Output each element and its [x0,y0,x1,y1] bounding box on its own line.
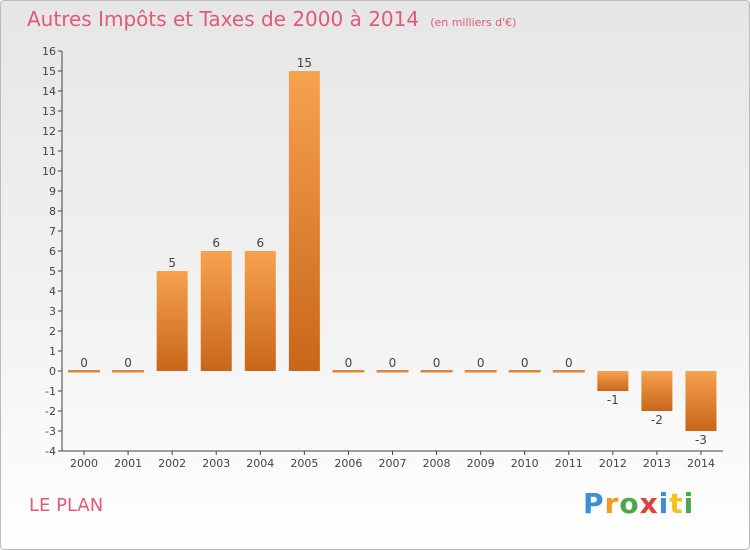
data-label-2002: 5 [168,256,176,270]
x-tick-label: 2012 [599,457,627,470]
y-tick-label: 10 [42,165,56,178]
data-label-2009: 0 [477,356,485,370]
bar-2008 [420,370,453,373]
x-tick-label: 2005 [290,457,318,470]
logo-letter: i [683,487,695,520]
bar-2005 [288,71,320,371]
bar-2013 [641,371,673,411]
logo-letter: P [583,487,605,520]
bar-2000 [68,370,101,373]
bar-2006 [332,370,365,373]
bar-2004 [244,251,276,371]
y-tick-label: 12 [42,125,56,138]
y-tick-label: 13 [42,105,56,118]
chart-title-block: Autres Impôts et Taxes de 2000 à 2014 (e… [27,7,516,31]
x-tick-label: 2002 [158,457,186,470]
bar-2011 [552,370,585,373]
bar-2007 [376,370,409,373]
x-tick-label: 2013 [643,457,671,470]
y-tick-label: 6 [49,245,56,258]
data-label-2012: -1 [607,393,619,407]
y-tick-label: -3 [45,425,56,438]
data-label-2000: 0 [80,356,88,370]
proxiti-logo: Proxiti [583,487,694,520]
logo-letter: o [619,487,640,520]
data-label-2004: 6 [256,236,264,250]
y-tick-label: 7 [49,225,56,238]
bar-2002 [156,271,188,371]
data-labels: 0 0 5 6 6 15 0 0 0 0 0 0 -1 -2 -3 [80,56,707,447]
place-name: LE PLAN [29,495,104,516]
y-tick-label: 16 [42,45,56,58]
chart-title: Autres Impôts et Taxes de 2000 à 2014 [27,7,420,31]
data-label-2003: 6 [212,236,220,250]
bar-2010 [508,370,541,373]
logo-letter: t [669,487,684,520]
x-tick-label: 2014 [687,457,715,470]
bar-2014 [685,371,717,431]
y-tick-label: 9 [49,185,56,198]
data-label-2010: 0 [521,356,529,370]
y-tick-label: 15 [42,65,56,78]
data-label-2005: 15 [297,56,312,70]
bar-2012 [597,371,629,391]
y-tick-label: -1 [45,385,56,398]
y-tick-label: 11 [42,145,56,158]
y-tick-label: 14 [42,85,56,98]
logo-letter: x [639,487,659,520]
bar-2009 [464,370,497,373]
y-tick-label: 3 [49,305,56,318]
y-tick-label: 8 [49,205,56,218]
logo-letter: i [658,487,670,520]
y-tick-label: -2 [45,405,56,418]
x-tick-label: 2008 [423,457,451,470]
y-tick-label: 4 [49,285,56,298]
bar-2001 [112,370,145,373]
x-tick-label: 2001 [114,457,142,470]
bars [68,71,717,431]
x-tick-label: 2000 [70,457,98,470]
y-tick-label: 0 [49,365,56,378]
x-tick-label: 2011 [555,457,583,470]
data-label-2008: 0 [433,356,441,370]
bar-2003 [200,251,232,371]
y-tick-label: 2 [49,325,56,338]
x-tick-label: 2009 [467,457,495,470]
data-label-2001: 0 [124,356,132,370]
data-label-2014: -3 [695,433,707,447]
x-tick-label: 2003 [202,457,230,470]
y-tick-label: -4 [45,445,56,458]
x-tick-label: 2006 [334,457,362,470]
data-label-2007: 0 [389,356,397,370]
x-tick-label: 2007 [379,457,407,470]
data-label-2013: -2 [651,413,663,427]
x-tick-label: 2010 [511,457,539,470]
chart-subtitle: (en milliers d'€) [430,16,517,29]
y-tick-label: 1 [49,345,56,358]
x-tick-label: 2004 [246,457,274,470]
data-label-2011: 0 [565,356,573,370]
data-label-2006: 0 [345,356,353,370]
y-tick-label: 5 [49,265,56,278]
logo-letter: r [604,487,620,520]
